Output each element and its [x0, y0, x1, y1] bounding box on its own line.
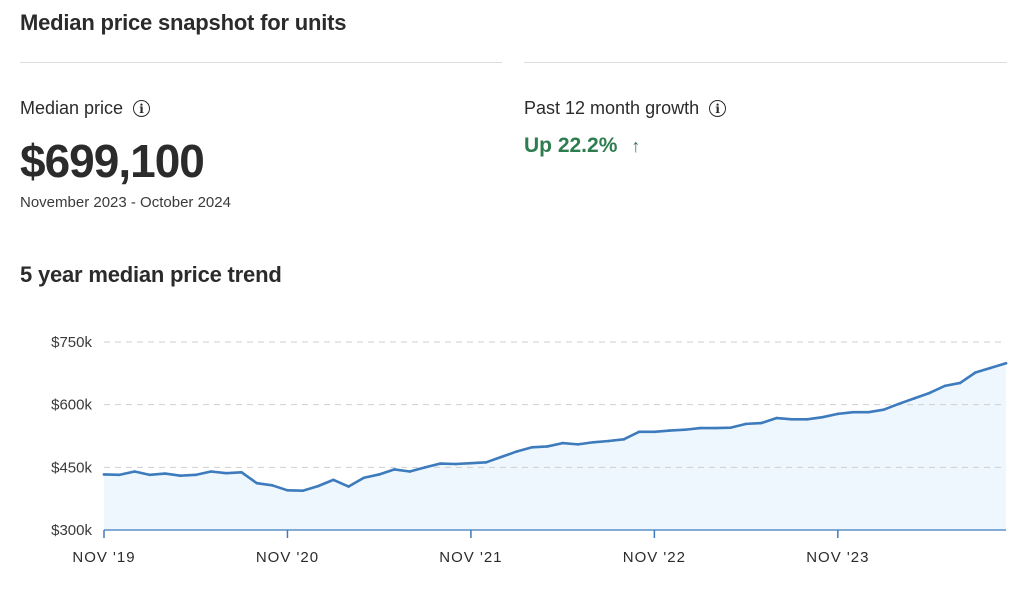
data-point-50 — [867, 410, 870, 414]
price-series-line — [102, 361, 1008, 493]
area-fill — [104, 363, 1006, 530]
data-point-38 — [683, 428, 687, 432]
data-point-52 — [897, 402, 901, 406]
data-point-23 — [454, 462, 457, 466]
data-point-4 — [163, 472, 167, 475]
growth-value-row: Up 22.2% ↑ — [524, 134, 640, 158]
x-tick-label-4: NOV '23 — [806, 549, 869, 566]
growth-value: Up 22.2% — [524, 134, 618, 157]
page-title: Median price snapshot for units — [20, 10, 347, 35]
section-divider-left — [20, 62, 502, 63]
data-point-53 — [912, 397, 916, 400]
data-point-39 — [698, 426, 702, 430]
data-point-2 — [133, 470, 136, 473]
data-point-0 — [102, 473, 106, 476]
x-tick-label-2: NOV '21 — [439, 549, 502, 566]
data-point-7 — [209, 470, 213, 473]
data-point-51 — [882, 408, 885, 411]
data-point-10 — [255, 481, 259, 485]
data-point-32 — [591, 440, 595, 444]
data-point-57 — [974, 371, 977, 374]
data-point-37 — [668, 429, 671, 432]
data-point-9 — [240, 471, 243, 474]
growth-label-row: Past 12 month growth i — [524, 98, 727, 119]
data-point-19 — [393, 468, 396, 471]
data-point-44 — [775, 416, 778, 420]
median-price-period: November 2023 - October 2024 — [20, 194, 231, 211]
data-point-35 — [637, 430, 641, 434]
growth-info-icon[interactable]: i — [709, 100, 727, 117]
data-point-5 — [179, 474, 182, 477]
data-point-43 — [760, 421, 763, 425]
data-point-34 — [622, 438, 626, 441]
x-tick-label-1: NOV '20 — [256, 549, 319, 566]
y-tick-label-1: $450k — [51, 459, 92, 476]
data-point-16 — [347, 485, 350, 488]
data-point-33 — [607, 439, 610, 443]
data-point-30 — [561, 441, 564, 445]
data-point-11 — [270, 484, 274, 487]
data-point-3 — [148, 473, 152, 477]
y-tick-label-2: $600k — [51, 397, 92, 414]
data-point-55 — [943, 384, 947, 388]
data-point-26 — [500, 455, 503, 459]
median-price-label: Median price — [20, 98, 124, 118]
data-point-54 — [928, 391, 931, 395]
median-price-info-icon[interactable]: i — [133, 100, 151, 117]
data-point-25 — [484, 461, 488, 464]
trend-title: 5 year median price trend — [20, 262, 282, 287]
data-point-20 — [408, 470, 412, 473]
data-point-46 — [805, 417, 809, 421]
data-point-56 — [958, 381, 962, 385]
data-point-45 — [790, 417, 794, 421]
data-point-27 — [515, 450, 519, 453]
growth-label: Past 12 month growth — [524, 98, 700, 118]
data-point-18 — [377, 473, 381, 476]
data-point-24 — [469, 461, 473, 465]
data-point-15 — [332, 478, 335, 482]
data-point-6 — [194, 473, 198, 477]
data-point-41 — [729, 426, 733, 429]
section-divider-right — [524, 62, 1007, 63]
data-point-58 — [989, 366, 993, 370]
x-tick-label-0: NOV '19 — [72, 549, 135, 566]
data-point-14 — [316, 484, 320, 488]
data-point-21 — [423, 466, 427, 469]
data-point-42 — [744, 422, 748, 426]
data-point-31 — [576, 443, 580, 446]
data-point-48 — [836, 412, 840, 416]
x-tick-label-3: NOV '22 — [623, 549, 686, 566]
data-point-22 — [439, 462, 442, 465]
y-tick-label-3: $750k — [51, 334, 92, 351]
data-point-17 — [362, 476, 366, 480]
data-point-12 — [286, 489, 289, 492]
data-point-29 — [546, 445, 549, 448]
median-price-label-row: Median price i — [20, 98, 151, 119]
median-price-value: $699,100 — [20, 135, 205, 187]
data-point-40 — [714, 426, 717, 430]
arrow-up-icon: ↑ — [631, 135, 641, 156]
data-point-13 — [301, 489, 305, 493]
data-point-36 — [653, 430, 656, 434]
data-point-8 — [225, 471, 228, 475]
y-tick-label-0: $300k — [51, 522, 92, 539]
data-point-49 — [851, 410, 855, 414]
data-point-28 — [530, 445, 534, 449]
data-point-47 — [821, 415, 824, 419]
data-point-59 — [1004, 361, 1008, 365]
data-point-1 — [117, 473, 121, 477]
